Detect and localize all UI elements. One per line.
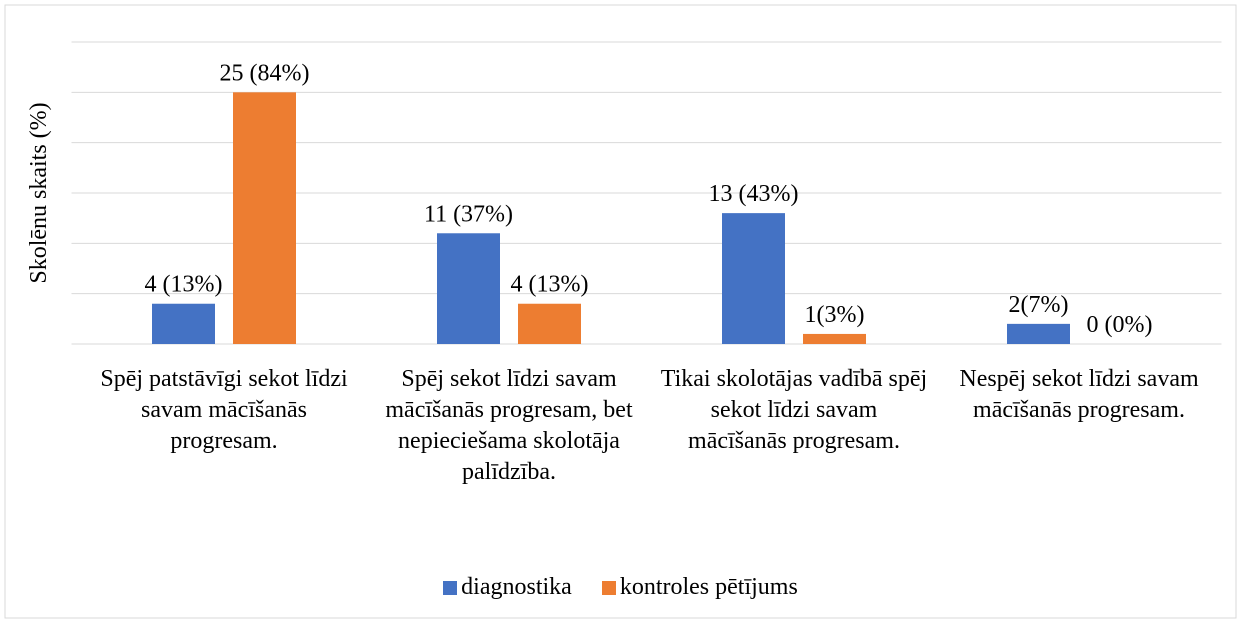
legend-label: diagnostika bbox=[461, 574, 572, 600]
bar bbox=[803, 333, 866, 344]
data-label: 4 (13%) bbox=[145, 272, 223, 298]
x-tick-label: Nespēj sekot līdzi savam mācīšanās progr… bbox=[959, 366, 1199, 423]
legend-label: kontroles pētījums bbox=[619, 574, 798, 600]
bar bbox=[1007, 323, 1070, 344]
legend-item: kontroles pētījums bbox=[601, 574, 798, 601]
data-label: 25 (84%) bbox=[220, 60, 310, 86]
x-tick-label: Tikai skolotājas vadībā spēj sekot līdzi… bbox=[660, 366, 928, 454]
data-label: 1(3%) bbox=[805, 302, 865, 328]
bar bbox=[152, 303, 215, 344]
legend-swatch bbox=[443, 580, 458, 595]
legend-swatch bbox=[601, 580, 616, 595]
data-label: 4 (13%) bbox=[511, 272, 589, 298]
bar bbox=[518, 303, 581, 344]
data-label: 0 (0%) bbox=[1087, 312, 1153, 338]
chart-border bbox=[4, 4, 1237, 619]
x-tick-label: Spēj sekot līdzi savam mācīšanās progres… bbox=[385, 366, 633, 485]
data-label: 13 (43%) bbox=[709, 181, 799, 207]
bar bbox=[722, 213, 785, 344]
legend: diagnostika kontroles pētījums bbox=[0, 574, 1241, 601]
data-label: 2(7%) bbox=[1009, 292, 1069, 318]
legend-item: diagnostika bbox=[443, 574, 572, 601]
x-tick-label: Spēj patstāvīgi sekot līdzi savam mācīša… bbox=[100, 366, 348, 454]
bar bbox=[233, 92, 296, 344]
data-label: 11 (37%) bbox=[424, 201, 513, 227]
y-axis-label: Skolēnu skaits (%) bbox=[26, 102, 52, 283]
bar bbox=[437, 233, 500, 344]
